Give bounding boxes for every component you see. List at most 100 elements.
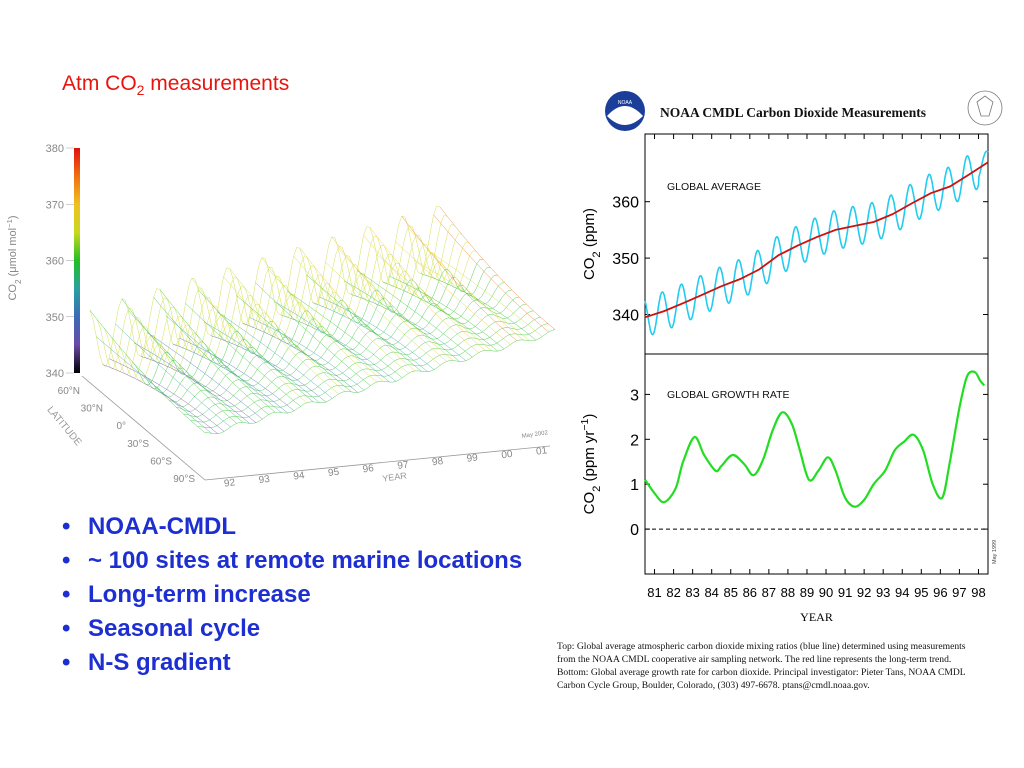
surface-mesh-line — [205, 329, 556, 434]
bullet-dot-icon: • — [62, 581, 71, 608]
x-tick-label: 96 — [933, 585, 947, 600]
y-tick-label: 1 — [630, 477, 639, 494]
stamp-text: May 2002 — [521, 430, 549, 440]
x-axis-label: YEAR — [800, 610, 833, 624]
surface-mesh-line — [338, 248, 454, 361]
bullet-item: • NOAA-CMDL — [62, 510, 532, 544]
surface-mesh-line — [249, 317, 365, 391]
growth-rate-chart: 0 1 2 3 GLOBAL GROWTH RATE CO2 (ppm yr−1) 81 82… — [580, 134, 988, 600]
surface-mesh-line — [293, 255, 409, 374]
surface-mesh-line — [118, 242, 469, 378]
noaa-logo-letters: NOAA — [618, 100, 633, 106]
surface-mesh-line — [147, 274, 498, 393]
caption-line: from the NOAA CMDL cooperative air sampl… — [557, 654, 952, 665]
commerce-seal-eagle-icon — [976, 95, 994, 117]
surface-mesh-line — [261, 257, 377, 383]
surface-mesh-line — [242, 322, 358, 393]
x-tick-label: 92 — [857, 585, 871, 600]
year-tick-label: 93 — [258, 474, 271, 487]
bullet-item: • Long-term increase — [62, 578, 532, 612]
latitude-axis-label: LATITUDE — [44, 405, 83, 449]
surface-mesh-line — [166, 316, 282, 413]
surface-mesh-line — [395, 241, 511, 345]
y-tick-label: 350 — [612, 251, 639, 268]
surface-mesh-line — [183, 310, 534, 417]
bullet-item: • Seasonal cycle — [62, 612, 532, 646]
surface-mesh-line — [190, 317, 541, 423]
title-subscript: 2 — [136, 82, 145, 99]
z-tick-label: 370 — [46, 199, 64, 211]
surface-mesh-line — [96, 336, 212, 434]
surface-mesh-line — [350, 294, 467, 361]
x-tick-label: 83 — [685, 585, 699, 600]
bullet-dot-icon: • — [62, 513, 71, 540]
bullet-item: • ~ 100 sites at remote marine locations — [62, 544, 532, 578]
latitude-tick-label: 90°S — [173, 474, 195, 485]
surface-mesh-line — [169, 296, 520, 407]
y-axis-label: CO2 (ppm) — [581, 208, 603, 280]
chart-title: GLOBAL GROWTH RATE — [667, 389, 790, 401]
bullet-item: • N-S gradient — [62, 646, 532, 680]
year-tick-label: 92 — [223, 477, 236, 490]
surface-mesh-line — [198, 289, 314, 402]
x-tick-label: 87 — [762, 585, 776, 600]
surface-mesh-line — [111, 233, 462, 375]
title-tail: measurements — [144, 72, 290, 95]
surface-mesh-line — [287, 291, 403, 378]
year-tick-label: 96 — [362, 463, 375, 476]
surface-mesh-line — [179, 337, 295, 411]
surface-mesh-line — [89, 310, 206, 433]
caption-line: Bottom: Global average growth rate for c… — [557, 667, 966, 678]
year-axis-line — [204, 445, 551, 481]
surface-mesh-line — [132, 259, 484, 385]
surface-mesh-line — [104, 224, 455, 372]
growth-plot-frame — [644, 353, 989, 575]
surface-mesh-line — [376, 254, 492, 351]
x-tick-label: 93 — [876, 585, 890, 600]
surface-mesh-line — [382, 281, 498, 352]
bullet-text: ~ 100 sites at remote marine locations — [88, 547, 523, 574]
surface-mesh-line — [255, 282, 371, 386]
latitude-tick-label: 60°S — [150, 456, 172, 467]
noaa-chart-panel: NOAA NOAA CMDL Carbon Dioxide Measurement… — [580, 90, 1003, 624]
y-tick-label: 3 — [630, 387, 639, 404]
x-tick-label: 90 — [819, 585, 833, 600]
x-tick-label: 94 — [895, 585, 909, 600]
trend-series-line — [644, 161, 989, 319]
x-tick-label: 81 — [647, 585, 661, 600]
x-tick-label: 95 — [914, 585, 928, 600]
surface-mesh-line — [331, 236, 447, 362]
bullet-text: N-S gradient — [88, 649, 231, 676]
surface-mesh-line — [96, 215, 448, 370]
surface-mesh-line — [319, 296, 435, 370]
chart-title: GLOBAL AVERAGE — [667, 181, 761, 193]
latitude-tick-label: 0° — [116, 421, 126, 432]
surface-mesh-line — [172, 343, 288, 414]
surface-mesh-line — [176, 303, 527, 412]
surface-mesh-line — [185, 303, 301, 407]
side-stamp: May 1999 — [992, 540, 998, 564]
surface-mesh-line — [109, 358, 225, 432]
surface-mesh-line — [147, 332, 263, 420]
surface-mesh-line — [325, 261, 441, 366]
surface-mesh-line — [357, 270, 473, 358]
surface-mesh-line — [306, 274, 422, 372]
surface-mesh-line — [420, 273, 537, 341]
global-average-chart: 340 350 360 GLOBAL AVERAGE CO2 (ppm) — [581, 150, 989, 336]
year-axis-label: YEAR — [382, 470, 408, 483]
figure-caption: Top: Global average atmospheric carbon d… — [557, 640, 1022, 692]
co2-surface-plot: 340 350 360 370 380 CO2 (μmol mol−1) 60°N30°N 0… — [5, 143, 556, 490]
surface-mesh-line — [121, 298, 237, 424]
surface-mesh-line — [140, 356, 257, 423]
surface-mesh-line — [204, 322, 320, 403]
latitude-tick-label: 60°N — [58, 386, 80, 397]
noaa-header: NOAA CMDL Carbon Dioxide Measurements — [660, 105, 926, 120]
x-tick-label: 86 — [743, 585, 757, 600]
y-tick-label: 0 — [630, 522, 639, 539]
colorbar — [74, 148, 80, 373]
title-main: Atm CO — [62, 72, 137, 95]
year-tick-label: 95 — [327, 467, 340, 480]
x-tick-label: 97 — [952, 585, 966, 600]
noaa-logo-bird-icon — [607, 106, 643, 125]
year-tick-label: 94 — [293, 470, 306, 483]
